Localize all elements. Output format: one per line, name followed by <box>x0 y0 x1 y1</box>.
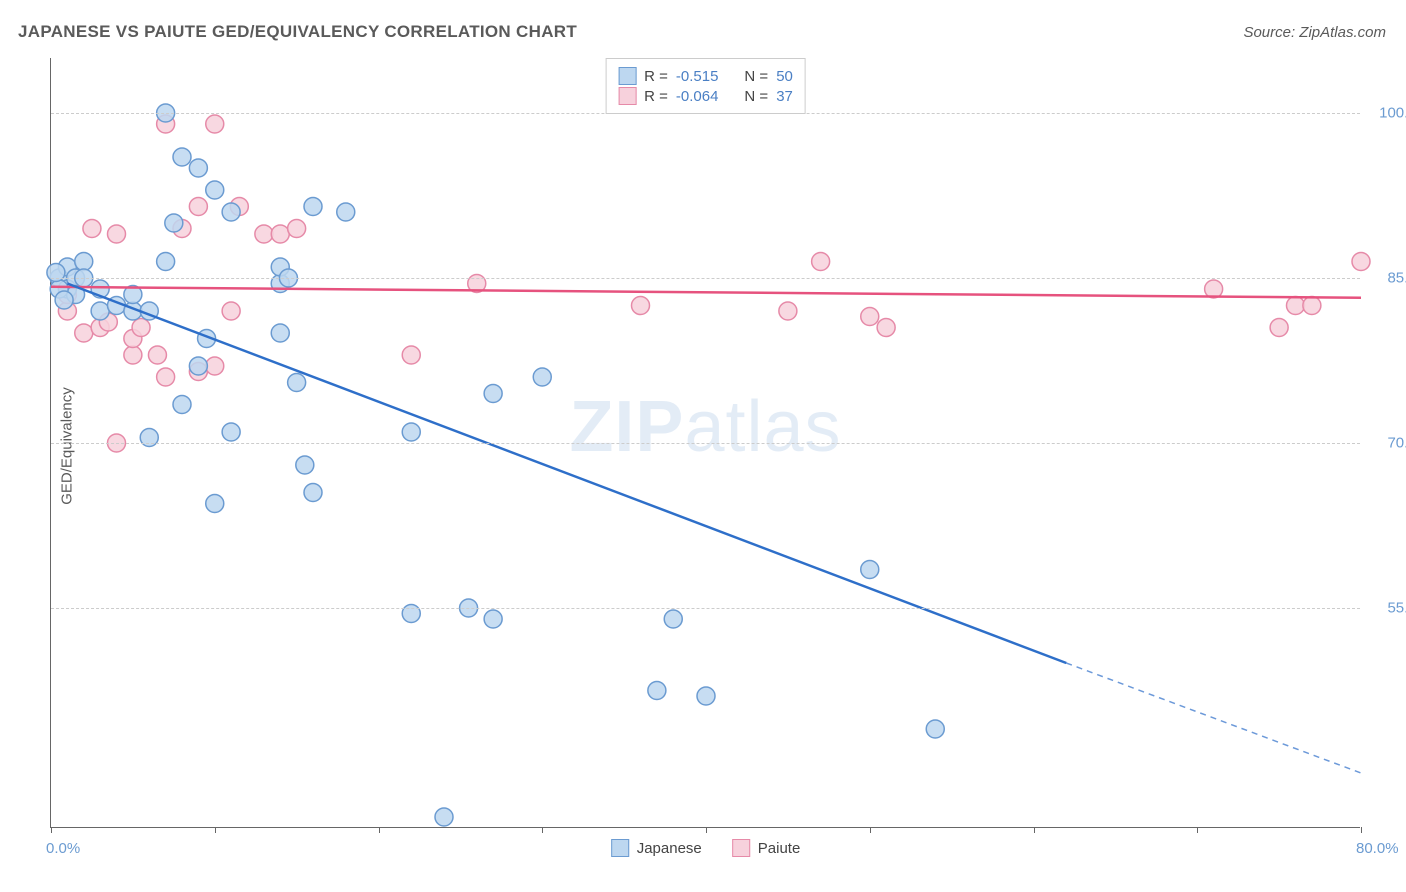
data-point <box>1287 297 1305 315</box>
data-point <box>83 220 101 238</box>
legend-item-japanese: Japanese <box>611 839 702 857</box>
regression-line-japanese-dashed <box>1066 663 1361 773</box>
legend-item-paiute: Paiute <box>732 839 801 857</box>
data-point <box>697 687 715 705</box>
swatch-japanese-icon <box>611 839 629 857</box>
data-point <box>222 203 240 221</box>
data-point <box>55 291 73 309</box>
data-point <box>189 159 207 177</box>
data-point <box>255 225 273 243</box>
data-point <box>779 302 797 320</box>
data-point <box>271 225 289 243</box>
data-point <box>1352 253 1370 271</box>
regression-line-japanese <box>67 284 1066 664</box>
data-point <box>108 225 126 243</box>
data-point <box>75 324 93 342</box>
data-point <box>148 346 166 364</box>
data-point <box>632 297 650 315</box>
data-point <box>157 253 175 271</box>
ytick-label: 55.0% <box>1387 600 1406 617</box>
ytick-label: 85.0% <box>1387 270 1406 287</box>
data-point <box>402 346 420 364</box>
xtick-mark <box>542 827 543 833</box>
data-point <box>877 319 895 337</box>
data-point <box>861 308 879 326</box>
xtick-mark <box>1361 827 1362 833</box>
data-point <box>648 682 666 700</box>
legend-row-japanese: R = -0.515 N = 50 <box>618 67 793 85</box>
data-point <box>288 374 306 392</box>
data-point <box>484 610 502 628</box>
data-point <box>124 346 142 364</box>
gridline <box>51 608 1360 609</box>
data-point <box>173 148 191 166</box>
data-point <box>304 484 322 502</box>
legend-row-paiute: R = -0.064 N = 37 <box>618 87 793 105</box>
xtick-mark <box>51 827 52 833</box>
data-point <box>157 368 175 386</box>
data-point <box>337 203 355 221</box>
chart-title: JAPANESE VS PAIUTE GED/EQUIVALENCY CORRE… <box>18 22 577 42</box>
xtick-mark <box>1034 827 1035 833</box>
legend-correlation: R = -0.515 N = 50 R = -0.064 N = 37 <box>605 58 806 114</box>
data-point <box>222 302 240 320</box>
data-point <box>189 357 207 375</box>
ytick-label: 100.0% <box>1379 105 1406 122</box>
source-attribution: Source: ZipAtlas.com <box>1243 24 1386 41</box>
legend-series: Japanese Paiute <box>611 839 801 857</box>
data-point <box>288 220 306 238</box>
data-point <box>435 808 453 826</box>
data-point <box>1270 319 1288 337</box>
data-point <box>1303 297 1321 315</box>
gridline <box>51 443 1360 444</box>
ytick-label: 70.0% <box>1387 435 1406 452</box>
data-point <box>206 357 224 375</box>
swatch-paiute <box>618 87 636 105</box>
data-point <box>206 181 224 199</box>
data-point <box>304 198 322 216</box>
xtick-label: 80.0% <box>1356 840 1399 857</box>
xtick-mark <box>379 827 380 833</box>
data-point <box>165 214 183 232</box>
regression-line-paiute <box>51 287 1361 298</box>
data-point <box>222 423 240 441</box>
data-point <box>75 253 93 271</box>
data-point <box>206 495 224 513</box>
xtick-mark <box>870 827 871 833</box>
xtick-mark <box>1197 827 1198 833</box>
data-point <box>812 253 830 271</box>
data-point <box>271 324 289 342</box>
data-point <box>402 423 420 441</box>
data-point <box>664 610 682 628</box>
xtick-mark <box>215 827 216 833</box>
xtick-mark <box>706 827 707 833</box>
swatch-paiute-icon <box>732 839 750 857</box>
data-point <box>173 396 191 414</box>
gridline <box>51 278 1360 279</box>
swatch-japanese <box>618 67 636 85</box>
data-point <box>484 385 502 403</box>
data-point <box>296 456 314 474</box>
data-point <box>861 561 879 579</box>
data-point <box>206 115 224 133</box>
plot-area: ZIPatlas R = -0.515 N = 50 R = -0.064 N … <box>50 58 1360 828</box>
data-point <box>533 368 551 386</box>
data-point <box>926 720 944 738</box>
data-point <box>189 198 207 216</box>
data-point <box>132 319 150 337</box>
chart-container: JAPANESE VS PAIUTE GED/EQUIVALENCY CORRE… <box>0 0 1406 892</box>
xtick-label: 0.0% <box>46 840 80 857</box>
data-point <box>91 302 109 320</box>
